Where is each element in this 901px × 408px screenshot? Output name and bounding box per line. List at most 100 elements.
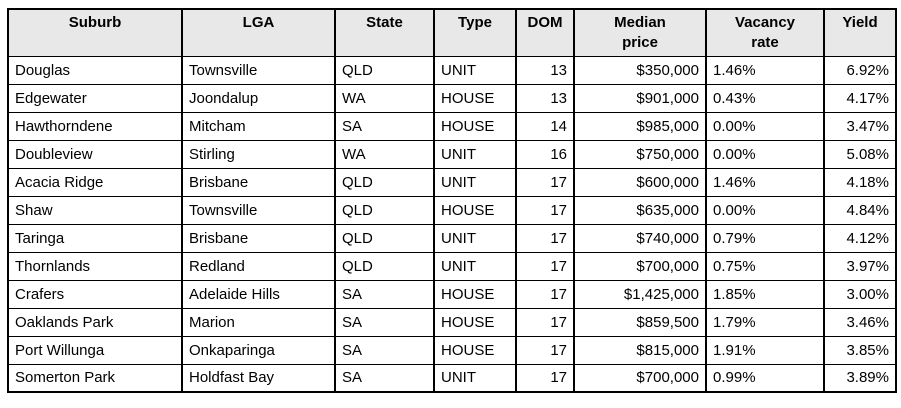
column-header-type: Type (433, 8, 517, 57)
cell-lga: Adelaide Hills (181, 279, 336, 309)
table-body: Douglas Townsville QLD UNIT 13 $350,000 1.46% 6… (7, 55, 897, 393)
cell-yield: 3.97% (823, 251, 897, 281)
cell-suburb: Port Willunga (7, 335, 183, 365)
cell-type: UNIT (433, 139, 517, 169)
cell-dom: 17 (515, 167, 575, 197)
cell-state: QLD (334, 195, 435, 225)
cell-suburb: Hawthorndene (7, 111, 183, 141)
table-row: Oaklands Park Marion SA HOUSE 17 $859,500 1.79… (7, 307, 897, 337)
table-row: Crafers Adelaide Hills SA HOUSE 17 $1,425,000… (7, 279, 897, 309)
cell-yield: 3.89% (823, 363, 897, 393)
cell-median-price: $700,000 (573, 251, 707, 281)
table-row: Thornlands Redland QLD UNIT 17 $700,000 0.75% 3… (7, 251, 897, 281)
cell-yield: 4.84% (823, 195, 897, 225)
data-table: Suburb LGA State Type DOM Median price Vacancy… (7, 8, 897, 393)
table-row: Doubleview Stirling WA UNIT 16 $750,000 0.00% 5… (7, 139, 897, 169)
cell-dom: 17 (515, 363, 575, 393)
cell-state: QLD (334, 55, 435, 85)
cell-lga: Holdfast Bay (181, 363, 336, 393)
cell-vacancy-rate: 0.79% (705, 223, 825, 253)
cell-type: HOUSE (433, 195, 517, 225)
cell-vacancy-rate: 0.99% (705, 363, 825, 393)
cell-lga: Brisbane (181, 167, 336, 197)
cell-type: HOUSE (433, 83, 517, 113)
table-row: Taringa Brisbane QLD UNIT 17 $740,000 0.79% 4.1… (7, 223, 897, 253)
cell-suburb: Douglas (7, 55, 183, 85)
table-row: Douglas Townsville QLD UNIT 13 $350,000 1.46% 6… (7, 55, 897, 85)
cell-lga: Onkaparinga (181, 335, 336, 365)
column-header-dom: DOM (515, 8, 575, 57)
table-row: Acacia Ridge Brisbane QLD UNIT 17 $600,000 1.4… (7, 167, 897, 197)
cell-type: HOUSE (433, 279, 517, 309)
cell-dom: 17 (515, 223, 575, 253)
cell-median-price: $750,000 (573, 139, 707, 169)
cell-dom: 17 (515, 251, 575, 281)
cell-yield: 3.46% (823, 307, 897, 337)
cell-vacancy-rate: 1.91% (705, 335, 825, 365)
cell-type: UNIT (433, 223, 517, 253)
column-header-yield: Yield (823, 8, 897, 57)
cell-vacancy-rate: 0.00% (705, 139, 825, 169)
cell-state: QLD (334, 167, 435, 197)
cell-median-price: $635,000 (573, 195, 707, 225)
cell-type: UNIT (433, 55, 517, 85)
cell-lga: Townsville (181, 55, 336, 85)
table-header: Suburb LGA State Type DOM Median price Vacancy… (7, 8, 897, 57)
cell-lga: Joondalup (181, 83, 336, 113)
cell-state: SA (334, 363, 435, 393)
cell-state: SA (334, 307, 435, 337)
cell-median-price: $1,425,000 (573, 279, 707, 309)
cell-type: UNIT (433, 167, 517, 197)
cell-yield: 3.00% (823, 279, 897, 309)
cell-lga: Brisbane (181, 223, 336, 253)
table-row: Somerton Park Holdfast Bay SA UNIT 17 $700,00… (7, 363, 897, 393)
cell-suburb: Oaklands Park (7, 307, 183, 337)
cell-type: HOUSE (433, 111, 517, 141)
cell-vacancy-rate: 0.00% (705, 111, 825, 141)
cell-yield: 4.18% (823, 167, 897, 197)
cell-lga: Stirling (181, 139, 336, 169)
cell-dom: 17 (515, 195, 575, 225)
cell-vacancy-rate: 0.00% (705, 195, 825, 225)
header-row: Suburb LGA State Type DOM Median price Vacancy… (7, 8, 897, 57)
cell-lga: Marion (181, 307, 336, 337)
cell-median-price: $600,000 (573, 167, 707, 197)
cell-vacancy-rate: 1.46% (705, 55, 825, 85)
cell-vacancy-rate: 1.85% (705, 279, 825, 309)
cell-suburb: Taringa (7, 223, 183, 253)
cell-state: SA (334, 335, 435, 365)
cell-lga: Mitcham (181, 111, 336, 141)
cell-median-price: $901,000 (573, 83, 707, 113)
cell-type: UNIT (433, 363, 517, 393)
cell-vacancy-rate: 0.75% (705, 251, 825, 281)
cell-state: SA (334, 279, 435, 309)
column-header-median-price: Median price (573, 8, 707, 57)
cell-state: QLD (334, 223, 435, 253)
cell-median-price: $985,000 (573, 111, 707, 141)
column-header-state: State (334, 8, 435, 57)
cell-dom: 13 (515, 55, 575, 85)
cell-suburb: Shaw (7, 195, 183, 225)
cell-yield: 3.47% (823, 111, 897, 141)
cell-suburb: Somerton Park (7, 363, 183, 393)
cell-median-price: $815,000 (573, 335, 707, 365)
cell-suburb: Edgewater (7, 83, 183, 113)
cell-type: HOUSE (433, 335, 517, 365)
cell-suburb: Acacia Ridge (7, 167, 183, 197)
cell-dom: 17 (515, 335, 575, 365)
cell-yield: 3.85% (823, 335, 897, 365)
cell-state: WA (334, 139, 435, 169)
cell-suburb: Crafers (7, 279, 183, 309)
cell-median-price: $859,500 (573, 307, 707, 337)
cell-suburb: Doubleview (7, 139, 183, 169)
column-header-vacancy-rate: Vacancy rate (705, 8, 825, 57)
cell-yield: 4.17% (823, 83, 897, 113)
cell-vacancy-rate: 0.43% (705, 83, 825, 113)
cell-yield: 4.12% (823, 223, 897, 253)
cell-yield: 6.92% (823, 55, 897, 85)
cell-dom: 14 (515, 111, 575, 141)
cell-lga: Townsville (181, 195, 336, 225)
cell-median-price: $350,000 (573, 55, 707, 85)
table-row: Edgewater Joondalup WA HOUSE 13 $901,000 0.43%… (7, 83, 897, 113)
cell-lga: Redland (181, 251, 336, 281)
